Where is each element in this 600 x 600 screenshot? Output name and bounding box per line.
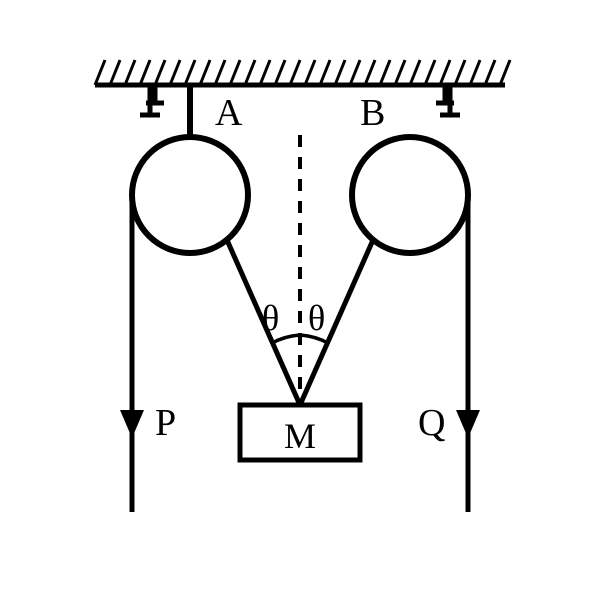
label-B: B	[360, 92, 385, 134]
label-theta-right: θ	[308, 298, 325, 338]
arrow-P-head	[120, 410, 144, 438]
pulley-B	[352, 137, 468, 253]
label-Q: Q	[418, 402, 445, 444]
label-theta-left: θ	[262, 298, 279, 338]
pulley-A	[132, 137, 248, 253]
label-P: P	[155, 402, 176, 444]
arrow-Q-head	[456, 410, 480, 438]
pulley-diagram: A B P Q M θ θ	[0, 0, 600, 600]
ceiling-hatching	[95, 60, 510, 85]
label-M: M	[284, 416, 316, 456]
label-A: A	[215, 92, 243, 134]
